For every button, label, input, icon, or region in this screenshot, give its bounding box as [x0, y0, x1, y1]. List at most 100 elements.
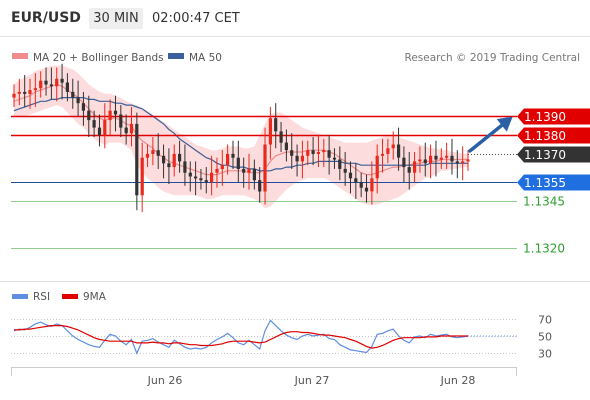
candle — [167, 148, 171, 184]
candlesticks — [12, 63, 470, 213]
candle — [397, 127, 401, 171]
candle — [12, 84, 16, 107]
candle-body — [247, 168, 251, 173]
candle — [188, 161, 192, 192]
candle-body — [188, 172, 192, 177]
candle-body — [402, 157, 406, 168]
candle — [220, 150, 224, 186]
candle-body — [87, 110, 91, 121]
candle-body — [178, 153, 182, 162]
candle — [439, 148, 443, 169]
candle — [113, 95, 118, 132]
candle — [39, 71, 43, 98]
ma9-legend-label: 9MA — [83, 291, 107, 303]
candle-body — [145, 153, 150, 158]
candle — [364, 174, 369, 203]
candle — [71, 78, 75, 109]
candle-body — [124, 127, 128, 134]
forecast-arrow-head — [496, 116, 513, 132]
candle — [327, 135, 331, 175]
research-credit: Research © 2019 Trading Central — [405, 52, 581, 64]
candle — [226, 144, 230, 175]
candle-body — [375, 155, 379, 179]
candle-body — [119, 114, 123, 128]
candle-body — [49, 84, 53, 87]
candle-body — [370, 178, 374, 192]
level-tag-0: 1.1390 — [517, 108, 590, 125]
rsi-legend-label: RSI — [33, 291, 50, 303]
candle-body — [172, 153, 176, 167]
candle — [450, 138, 454, 175]
candle — [210, 155, 214, 196]
candle-body — [156, 150, 160, 156]
candle — [380, 138, 385, 173]
candle — [461, 146, 465, 181]
candle-body — [354, 178, 358, 183]
candle-body — [306, 150, 310, 156]
candle-body — [407, 167, 411, 173]
x-axis-ticks: Jun 26 Jun 27 Jun 28 — [147, 374, 476, 387]
candle-body — [167, 163, 171, 168]
candle-body — [413, 161, 417, 173]
candle — [407, 152, 411, 190]
level-labels: 1.1390 1.1380 1.1370 1.1355 1.1345 1.1320 — [517, 108, 590, 256]
candle-body — [129, 123, 134, 134]
candle — [28, 78, 32, 109]
candle — [199, 168, 203, 190]
candle-body — [33, 88, 37, 91]
candle — [386, 138, 390, 164]
candle — [354, 163, 358, 199]
candle — [76, 80, 80, 117]
candle — [322, 138, 326, 168]
candle — [284, 129, 288, 162]
candle-body — [397, 144, 401, 158]
candle-body — [295, 155, 299, 162]
rsi-legend-swatch — [12, 294, 28, 299]
candle-body — [231, 153, 235, 158]
candle-body — [445, 155, 449, 158]
rsi-panel: 70 50 30 — [11, 314, 552, 361]
x-tick-label: Jun 27 — [294, 374, 330, 387]
candle — [151, 137, 155, 166]
candle-body — [274, 118, 278, 132]
candle — [87, 95, 91, 138]
level-tag-1: 1.1380 — [517, 127, 590, 144]
candle-body — [311, 150, 315, 154]
candle — [92, 110, 96, 138]
x-tick-label: Jun 26 — [147, 374, 183, 387]
candle — [194, 161, 198, 196]
candle — [231, 140, 235, 169]
candle-body — [92, 120, 96, 128]
candle-body — [12, 93, 16, 98]
candle — [236, 140, 240, 183]
timeframe-selector[interactable]: 30 MIN — [89, 8, 143, 29]
candle — [108, 99, 112, 136]
candle — [215, 157, 219, 188]
rsi-tick-30: 30 — [538, 348, 552, 361]
x-tick-label: Jun 28 — [440, 374, 476, 387]
candle — [423, 142, 427, 177]
candle — [391, 131, 395, 160]
candle — [375, 144, 379, 194]
candle-body — [327, 150, 331, 158]
level-tag-box-1 — [517, 127, 590, 144]
candle — [274, 103, 278, 149]
candle — [97, 114, 102, 147]
candle-body — [210, 172, 214, 183]
candle-body — [439, 157, 443, 160]
candle-body — [386, 148, 390, 154]
candle-body — [284, 142, 288, 151]
candle-body — [204, 180, 208, 183]
candle-body — [23, 91, 27, 94]
ma20-legend-swatch — [12, 53, 28, 59]
candle-body — [450, 155, 454, 162]
candle — [55, 67, 59, 102]
candle-body — [242, 168, 246, 173]
candle-body — [455, 161, 459, 164]
candle-body — [135, 123, 139, 196]
candle-body — [332, 157, 337, 160]
candle-body — [220, 165, 224, 169]
candle — [183, 144, 187, 186]
ma50-legend-swatch — [168, 53, 184, 59]
candle-body — [39, 80, 43, 89]
